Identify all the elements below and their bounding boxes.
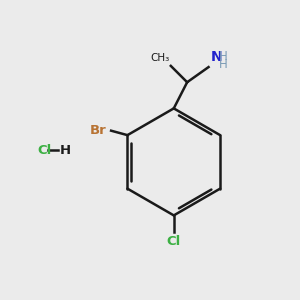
Text: Cl: Cl (37, 143, 51, 157)
Text: Br: Br (90, 124, 106, 137)
Text: H: H (60, 143, 71, 157)
Text: N: N (211, 50, 223, 64)
Text: CH₃: CH₃ (150, 53, 169, 63)
Text: H: H (219, 50, 228, 63)
Text: H: H (219, 58, 228, 71)
Text: Cl: Cl (167, 235, 181, 248)
